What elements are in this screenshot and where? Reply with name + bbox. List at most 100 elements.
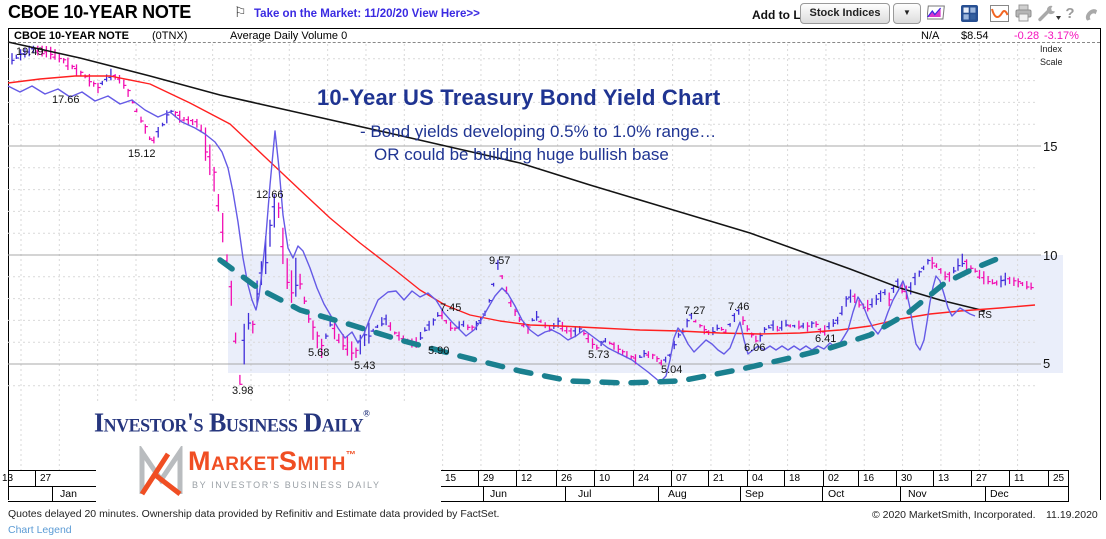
x-axis-day: 07 [676,473,688,484]
price-pivot-label: 7.27 [684,305,706,317]
x-axis-day: 12 [521,473,533,484]
chart-header-divider [8,42,1100,43]
x-axis-day: 10 [599,473,611,484]
x-axis-month-separator [658,486,659,501]
x-axis-month: Oct [828,488,845,500]
x-axis-day: 13 [2,473,14,484]
x-axis-day-separator [823,471,824,486]
x-axis-day-separator [971,471,972,486]
x-axis-month-separator [985,486,986,501]
marketsmith-wordmark: MarketSmith™ [188,446,356,476]
print-icon[interactable] [1012,3,1034,23]
y-axis-tick: 15 [1043,139,1058,154]
x-axis-day-separator [896,471,897,486]
price-pivot-label: 9.57 [489,255,511,267]
x-axis-day-separator [594,471,595,486]
tools-wrench-icon[interactable] [1036,3,1062,23]
x-axis-day-separator [708,471,709,486]
x-axis-month-separator [565,486,566,501]
x-axis-month: Jul [578,488,592,500]
index-scale-label-top: Index [1040,44,1063,54]
x-axis-day: 21 [713,473,725,484]
header-change: -0.28 [1014,30,1040,42]
price-pivot-label: 6.06 [744,342,766,354]
ma-50-line [7,75,1036,335]
price-pivot-label: 17.66 [52,94,80,106]
list-dropdown-button[interactable]: ▼ [893,3,921,24]
annotation-title: 10-Year US Treasury Bond Yield Chart [317,85,721,110]
price-pivot-label: 3.98 [232,385,254,397]
x-axis-day: 26 [561,473,573,484]
price-pivot-label: 5.68 [308,347,330,359]
chart-frame-left [8,28,9,500]
x-axis-day: 11 [1014,473,1025,484]
price-pivot-label: 5.04 [661,364,683,376]
price-pivot-label: 6.41 [815,333,837,345]
price-pivot-label: 5.73 [588,349,610,361]
x-axis-day-separator [671,471,672,486]
grid-view-icon-svg [960,4,978,22]
highlight-band [228,255,1063,373]
x-axis-month-separator [822,486,823,501]
price-pivot-label: 19.49 [16,46,44,58]
x-axis-divider [8,486,1068,487]
price-pivot-label: 7.46 [728,301,750,313]
chart-view-icon-svg [927,5,945,20]
chart-volume-label: Average Daily Volume 0 [230,30,348,42]
footer-disclaimer: Quotes delayed 20 minutes. Ownership dat… [8,508,500,520]
x-axis-month-separator [740,486,741,501]
x-axis-day-separator [516,471,517,486]
chart-frame-right [1100,28,1101,500]
chart-legend-link[interactable]: Chart Legend [8,524,72,536]
price-pivot-label: 15.12 [128,148,156,160]
x-axis-day: 27 [976,473,988,484]
print-icon-svg [1015,4,1031,22]
annotation-line2: OR could be building huge bullish base [374,145,669,164]
curve-chart-icon-svg [989,4,1009,22]
x-axis-day: 15 [445,473,457,484]
grid-view-icon[interactable] [958,3,980,23]
take-on-market-link[interactable]: Take on the Market: 11/20/20 View Here>> [254,8,480,20]
page-title: CBOE 10-YEAR NOTE [8,2,191,22]
x-axis-day-separator [35,471,36,486]
chart-ticker: (0TNX) [152,30,188,42]
annotation-line1: - Bond yields developing 0.5% to 1.0% ra… [360,122,717,141]
marketsmith-subtext: BY INVESTOR'S BUSINESS DAILY [192,480,381,490]
x-axis-day-separator [784,471,785,486]
x-axis-day: 30 [901,473,913,484]
price-pivot-label: 12.66 [256,189,284,201]
x-axis-day: 27 [40,473,52,484]
help-icon[interactable]: ? [1065,4,1075,22]
x-axis-day: 16 [863,473,875,484]
stock-indices-button[interactable]: Stock Indices [800,3,890,24]
price-pivot-label: 7.45 [440,302,462,314]
phone-icon[interactable] [1080,3,1102,23]
header-na-value: N/A [921,30,940,42]
bullish-base-curve [217,256,1000,386]
ibd-wordmark: Investor's Business Daily® [94,407,370,438]
header-change-pct: -3.17% [1044,30,1079,42]
x-axis-day: 24 [638,473,650,484]
x-axis-day-separator [633,471,634,486]
x-axis-day-separator [478,471,479,486]
footer-date: 11.19.2020 [1046,509,1098,521]
price-pivot-label: 5.43 [354,360,376,372]
x-axis-month: Aug [668,488,687,500]
header-price: $8.54 [961,30,989,42]
x-axis-day-separator [556,471,557,486]
x-axis-day: 29 [483,473,495,484]
gridlines [8,44,1041,470]
price-pivot-label: 5.90 [428,345,450,357]
curve-chart-icon[interactable] [988,3,1010,23]
chart-frame-top [8,28,1100,29]
x-axis-month: Dec [990,488,1009,500]
x-axis-day-separator [933,471,934,486]
y-axis-tick: 5 [1043,356,1051,371]
x-axis-day: 13 [938,473,950,484]
x-axis-day-separator [858,471,859,486]
ma-200-line [7,41,986,312]
relative-strength-line [7,85,976,383]
chart-view-icon[interactable] [926,3,948,23]
